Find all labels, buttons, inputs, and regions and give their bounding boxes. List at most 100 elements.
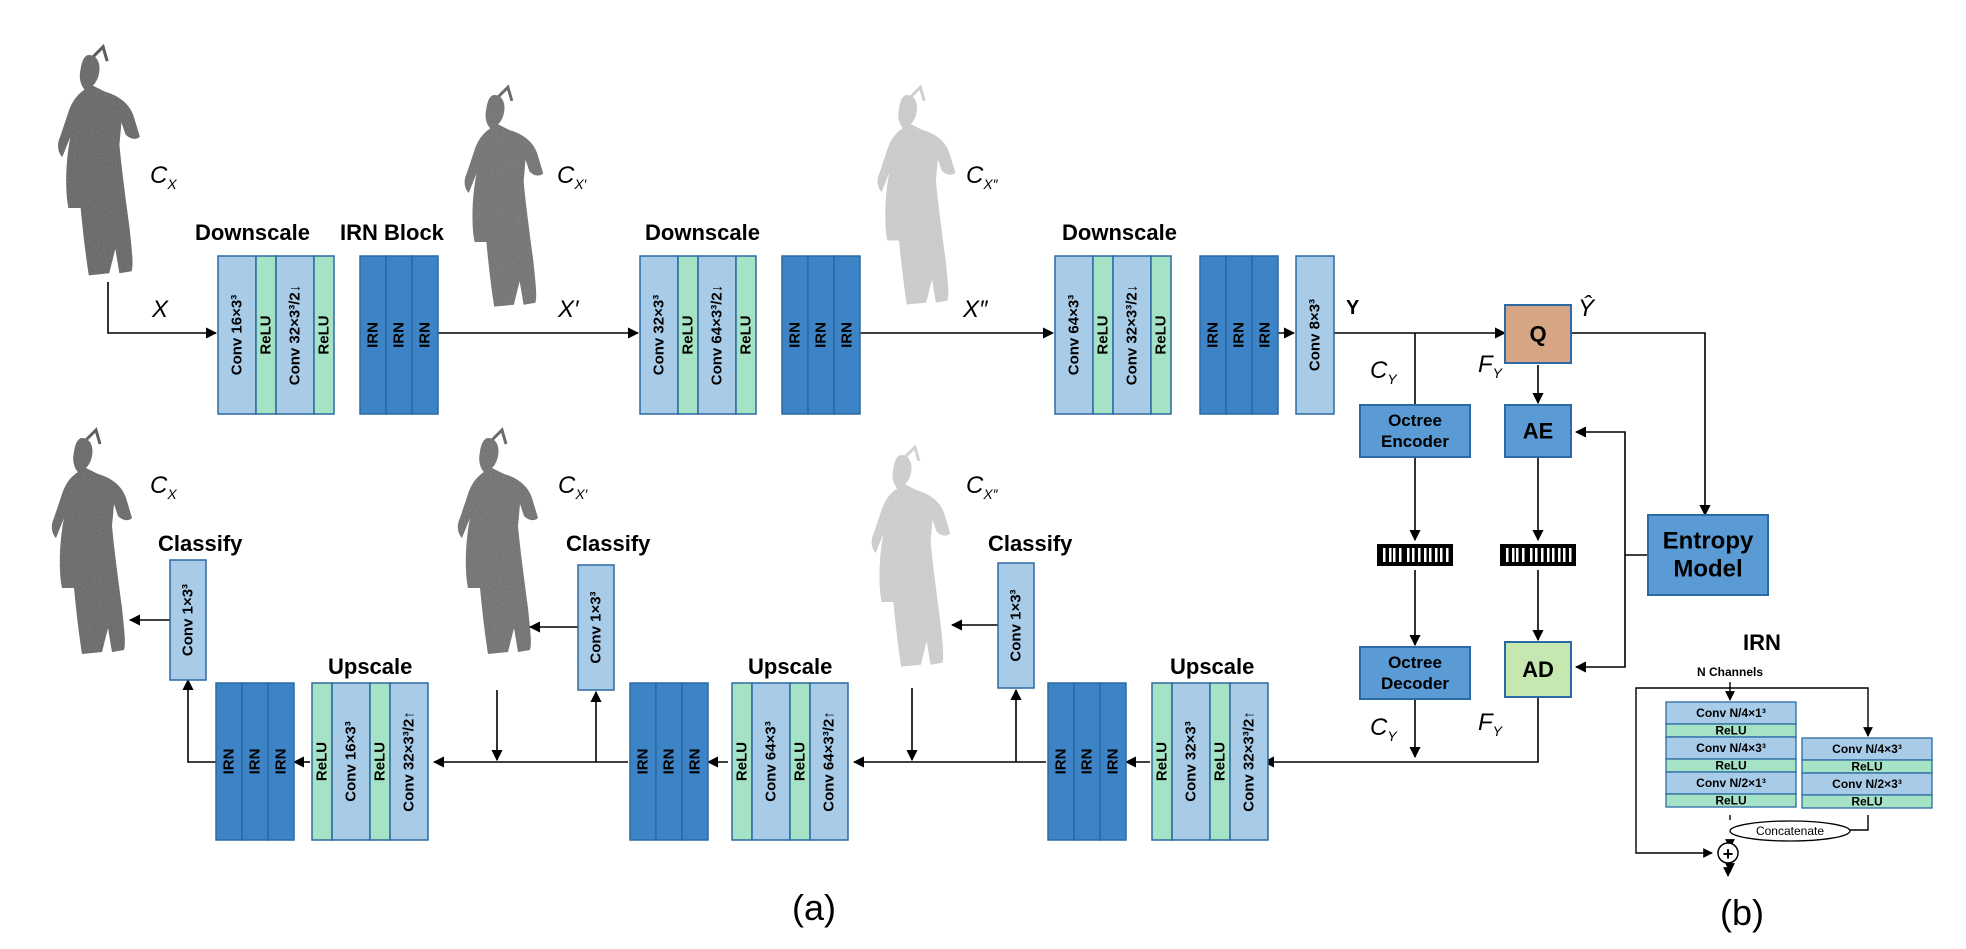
point-cloud-cx-double-prime-hat xyxy=(871,444,951,667)
irn-left-5: ReLU xyxy=(1665,793,1797,808)
labels: Downscale IRN Block Downscale Downscale … xyxy=(150,162,1764,933)
up2-1-label: Conv 64×3³ xyxy=(763,721,780,801)
f-y-label-top: FY xyxy=(1478,351,1504,381)
up3-3-label: Conv 32×3³/2↑ xyxy=(1241,711,1258,811)
point-cloud-cx-prime xyxy=(464,84,544,307)
bitstream-octree xyxy=(1377,544,1453,566)
c-x-double-prime-label: CX″ xyxy=(966,162,999,192)
up-irn3-0-label: IRN xyxy=(1053,749,1070,775)
down2-2-label: Conv 64×3³/2↓ xyxy=(709,285,726,385)
octree-decoder: Octree Decoder xyxy=(1359,646,1471,700)
subfigure-label-a: (a) xyxy=(792,887,836,928)
irn-right-3-label: ReLU xyxy=(1851,795,1882,809)
edge-entropy-to-ad xyxy=(1574,555,1626,673)
up-irn2-0-label: IRN xyxy=(635,749,652,775)
up1-2: ReLU xyxy=(369,682,391,841)
irnblock1-2: IRN xyxy=(411,255,439,415)
up3-2: ReLU xyxy=(1209,682,1231,841)
ad-arithmetic-decoder: AD xyxy=(1504,641,1572,698)
down1-3: ReLU xyxy=(313,255,335,415)
irnblock3-2: IRN xyxy=(1251,255,1279,415)
down1-2: Conv 32×3³/2↓ xyxy=(275,255,315,415)
irn-concatenate: Concatenate xyxy=(1729,820,1851,842)
down1-0: Conv 16×3³ xyxy=(217,255,257,415)
irn-left-3-label: ReLU xyxy=(1715,759,1746,773)
irn-concatenate-label: Concatenate xyxy=(1756,824,1824,838)
irn-left-0: Conv N/4×1³ xyxy=(1665,701,1797,725)
down1-1: ReLU xyxy=(255,255,277,415)
up1-0: ReLU xyxy=(311,682,333,841)
up2-0: ReLU xyxy=(731,682,753,841)
irnblock3-0: IRN xyxy=(1199,255,1227,415)
conv8-0-label: Conv 8×3³ xyxy=(1307,299,1324,371)
layer-blocks: Conv 16×3³ ReLU Conv 32×3³/2↓ ReLU IRN IRN IRN… xyxy=(169,255,1335,841)
q-quantizer-text-0: Q xyxy=(1529,322,1546,347)
edge-fy-to-upscale3 xyxy=(1262,697,1539,768)
irnblock1-0: IRN xyxy=(359,255,387,415)
up-irn1-1-label: IRN xyxy=(247,749,264,775)
conv8-0: Conv 8×3³ xyxy=(1295,255,1335,415)
codec-modules: Q AE AD Octree Encoder Octree Decoder EntropyMo… xyxy=(1359,304,1769,700)
down1-1-label: ReLU xyxy=(258,315,275,354)
up-irn2-1-label: IRN xyxy=(661,749,678,775)
up-irn3-0: IRN xyxy=(1047,682,1075,841)
edge-yhat-to-entropy xyxy=(1570,332,1711,517)
point-cloud-figures xyxy=(51,43,956,667)
up2-3-label: Conv 64×3³/2↑ xyxy=(821,711,838,811)
irn-right-2-label: Conv N/2×3³ xyxy=(1832,777,1902,791)
down3-0-label: Conv 64×3³ xyxy=(1066,295,1083,375)
c-x-prime-label: CX′ xyxy=(557,162,588,192)
irn-detail-panel: IRN N Channels Conv N/4×1³ ReLU Conv N/4×3³ R… xyxy=(1635,630,1933,877)
subfigure-label-b: (b) xyxy=(1720,892,1764,933)
up3-1-label: Conv 32×3³ xyxy=(1183,721,1200,801)
irnblock2-1: IRN xyxy=(807,255,835,415)
up-irn1-2: IRN xyxy=(267,682,295,841)
up3-0: ReLU xyxy=(1151,682,1173,841)
irnblock3-0-label: IRN xyxy=(1205,322,1222,348)
point-cloud-cx-double-prime xyxy=(877,84,956,305)
signal-y: Y xyxy=(1346,297,1360,319)
octree-encoder-text-0: Octree xyxy=(1388,411,1442,430)
down1-0-label: Conv 16×3³ xyxy=(229,295,246,375)
up-irn3-2: IRN xyxy=(1099,682,1127,841)
irn-add-label: + xyxy=(1723,844,1734,864)
irnblock2-0: IRN xyxy=(781,255,809,415)
edge-to-classify1 xyxy=(182,678,216,763)
irn-right-1-label: ReLU xyxy=(1851,760,1882,774)
octree-encoder-text-1: Encoder xyxy=(1381,432,1449,451)
down3-0: Conv 64×3³ xyxy=(1054,255,1094,415)
edge-x-in xyxy=(107,282,218,339)
ae-arithmetic-encoder-text-0: AE xyxy=(1523,419,1554,444)
up2-3: Conv 64×3³/2↑ xyxy=(809,682,849,841)
irnblock1-1-label: IRN xyxy=(391,322,408,348)
up-irn2-1: IRN xyxy=(655,682,683,841)
down3-2-label: Conv 32×3³/2↓ xyxy=(1124,285,1141,385)
irn-add: + xyxy=(1717,842,1739,864)
irn-left-1-label: ReLU xyxy=(1715,724,1746,738)
down1-3-label: ReLU xyxy=(316,315,333,354)
irn-right-1: ReLU xyxy=(1801,759,1933,774)
irn-right-2: Conv N/2×3³ xyxy=(1801,772,1933,796)
irnblock2-2: IRN xyxy=(833,255,861,415)
c-x-label: CX xyxy=(150,162,177,192)
classify-conv-3-label: Conv 1×3³ xyxy=(1008,589,1025,661)
q-quantizer: Q xyxy=(1504,304,1572,364)
down2-2: Conv 64×3³/2↓ xyxy=(697,255,737,415)
irnblock1-1: IRN xyxy=(385,255,413,415)
up1-1: Conv 16×3³ xyxy=(331,682,371,841)
up1-3-label: Conv 32×3³/2↑ xyxy=(401,711,418,811)
downscale-title-2: Downscale xyxy=(645,220,760,245)
irnblock3-1: IRN xyxy=(1225,255,1253,415)
up-irn1-2-label: IRN xyxy=(273,749,290,775)
irn-block-title: IRN Block xyxy=(340,220,445,245)
irnblock3-2-label: IRN xyxy=(1257,322,1274,348)
up2-1: Conv 64×3³ xyxy=(751,682,791,841)
classify-conv-2: Conv 1×3³ xyxy=(577,564,615,691)
point-cloud-cx-hat xyxy=(51,427,133,654)
down3-2: Conv 32×3³/2↓ xyxy=(1112,255,1152,415)
up-irn3-2-label: IRN xyxy=(1105,749,1122,775)
up-irn3-1-label: IRN xyxy=(1079,749,1096,775)
entropy-model-text-1: Model xyxy=(1673,556,1742,583)
classify-conv-1: Conv 1×3³ xyxy=(169,559,207,681)
